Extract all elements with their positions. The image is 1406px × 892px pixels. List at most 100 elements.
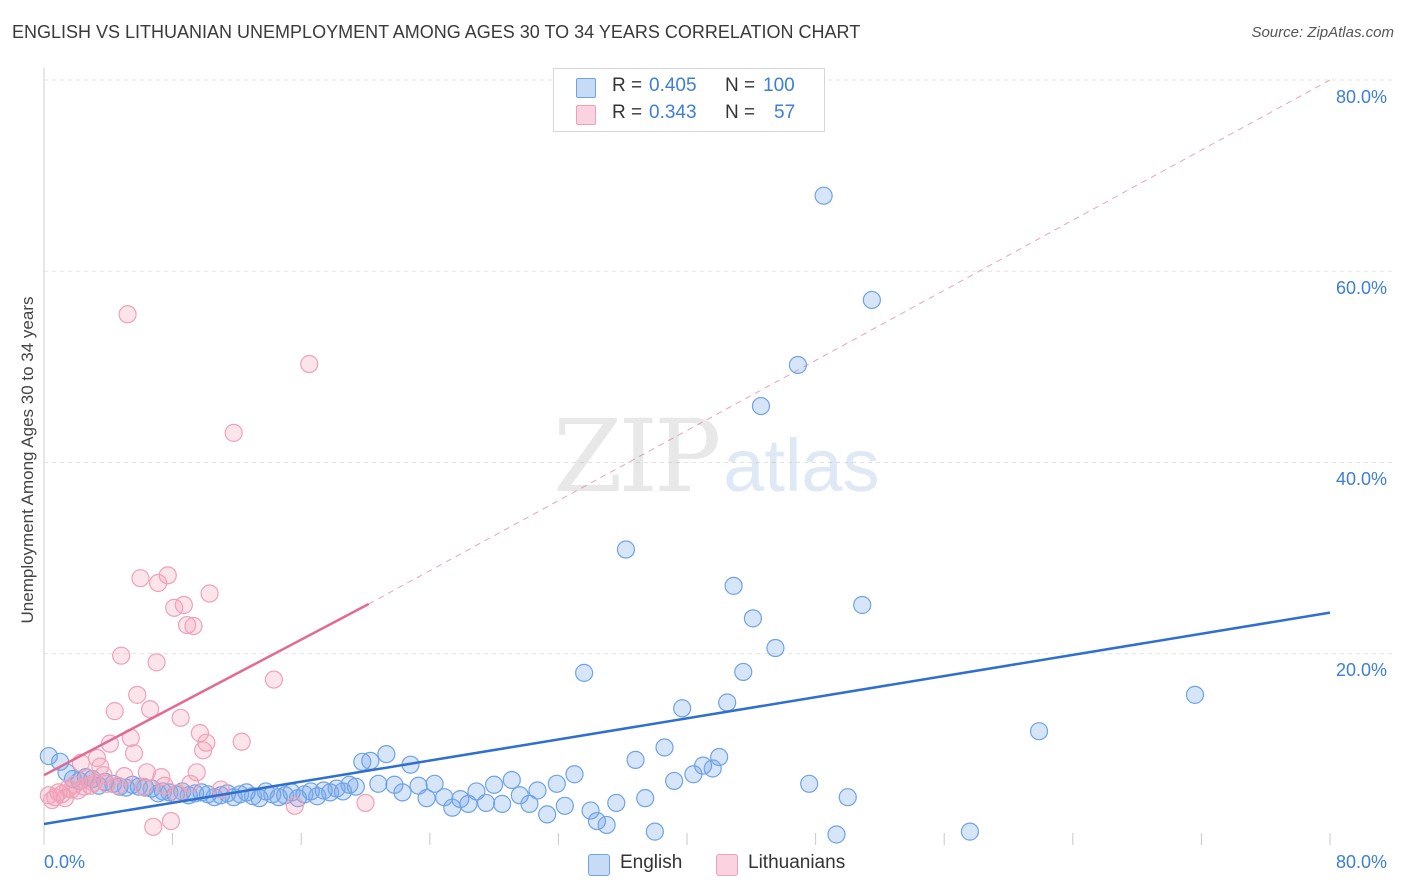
english-point [607,793,626,813]
english-trend-line [43,611,1331,826]
english-point [800,774,819,793]
lithuanians-legend-swatch [716,854,738,876]
n-value: 57 [774,102,796,123]
english-point [346,777,365,796]
english-point [393,783,412,802]
lithuanians-point [184,616,203,636]
english-point [39,746,58,766]
y-tick-40: 40.0% [1336,469,1388,489]
english-point [766,638,785,658]
lithuanians-point [190,724,210,743]
reference-line [368,79,1331,605]
source-label: Source: ZipAtlas.com [1251,24,1394,41]
lithuanians-point [232,732,251,751]
english-point [814,186,833,205]
lithuanians-point [197,733,216,752]
english-point [575,663,594,682]
english-point [673,699,692,718]
english-point [587,811,607,831]
lithuanians-point [174,595,193,615]
english-point [636,789,655,808]
lithuanians-point [112,646,131,665]
lithuanians-point [158,566,177,585]
english-point [853,595,872,615]
gridlines [44,79,1395,655]
lithuanians-swatch [576,105,596,125]
english-point [476,793,496,813]
english-point [340,775,359,794]
lithuanians-point [177,615,197,635]
lithuanians-point [124,744,144,763]
lithuanians-point [131,569,150,588]
lithuanians-point [118,305,137,324]
english-point [1029,722,1049,741]
english-point [718,693,737,712]
english-point [743,609,763,628]
lithuanians-point [300,354,319,374]
english-point [724,576,743,595]
english-point [710,747,729,767]
r-value: 0.405 [649,75,697,96]
english-point [751,396,771,416]
english-point [581,801,600,820]
lithuanians-trend-line [43,602,370,777]
english-point [361,751,380,770]
english-point [597,815,616,835]
english-point [377,745,396,764]
lithuanians-point [224,423,243,442]
lithuanians-point [149,573,168,593]
lithuanians-point [187,763,206,782]
english-point [838,788,857,807]
english-point [703,759,722,778]
legend-label-lithuanians: Lithuanians [748,852,846,873]
lithuanians-point [81,776,100,795]
r-label: R = [612,75,643,96]
y-tick-60: 60.0% [1336,278,1388,298]
axes [43,68,1331,845]
english-point [425,774,444,793]
lithuanians-point [161,811,181,831]
english-point [520,794,539,813]
lithuanians-point [84,773,103,792]
english-point [734,662,753,682]
english-point [626,750,645,769]
legend-label-english: English [620,852,683,873]
lithuanians-point [171,708,190,727]
trend-lines [43,602,1331,826]
english-swatch [576,78,596,98]
english-point [538,805,557,824]
english-point [1185,685,1205,704]
lithuanians-point [128,685,147,704]
x-tick-max: 80.0% [1336,852,1388,872]
english-point [369,774,388,793]
lithuanians-point [134,777,153,796]
lithuanians-point [97,774,116,793]
lithuanians-point [144,817,163,836]
y-axis-label: Unemployment Among Ages 30 to 34 years [18,296,37,624]
english-point [547,774,566,793]
english-point [827,825,846,844]
n-value: 100 [763,75,795,96]
english-legend-swatch [588,854,610,876]
english-point [655,738,674,757]
english-point [788,355,808,375]
english-point [528,781,547,800]
lithuanians-point [108,776,128,795]
lithuanians-point [285,796,304,815]
lithuanians-point [137,763,156,782]
lithuanians-point [140,700,160,719]
y-tick-80: 80.0% [1336,87,1388,107]
english-point [502,770,521,790]
english-point [616,540,636,559]
stats-legend: R = 0.405 N = 100 R = 0.343 N = 57 [553,68,825,132]
lithuanians-point [181,774,200,793]
n-label: N = [725,102,756,123]
n-label: N = [725,75,756,96]
data-points [39,186,1205,844]
r-label: R = [612,102,643,123]
english-point [665,771,684,791]
r-value: 0.343 [649,102,697,123]
english-point [565,765,584,784]
english-point [645,822,664,841]
